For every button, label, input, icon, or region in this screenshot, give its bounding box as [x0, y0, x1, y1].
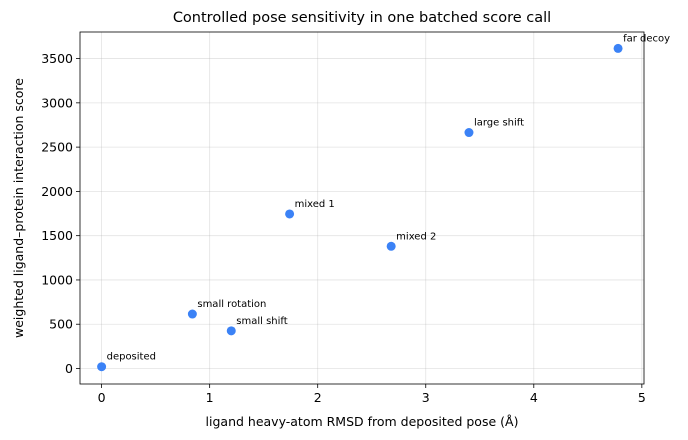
- y-tick-label: 1500: [41, 228, 73, 243]
- data-points: deposited small rotation small shift mixed …: [97, 33, 670, 372]
- axis-ticks: 0 1 2 3 4 5 0 500 1000 1500 2000 2500 3000 3500: [41, 51, 646, 405]
- data-point-label: far decoy: [623, 33, 670, 44]
- grid: [80, 32, 644, 384]
- y-tick-label: 0: [65, 361, 73, 376]
- data-point-label: mixed 2: [396, 231, 436, 242]
- data-point: [613, 43, 623, 53]
- data-point-label: deposited: [107, 352, 156, 363]
- plot-frame: [79, 31, 645, 385]
- data-point-label: large shift: [474, 118, 524, 129]
- data-point: [226, 326, 236, 336]
- data-point-label: mixed 1: [295, 199, 335, 210]
- data-point: [464, 128, 474, 138]
- chart-title: Controlled pose sensitivity in one batch…: [173, 10, 551, 26]
- data-point: [187, 309, 197, 319]
- x-axis-label: ligand heavy-atom RMSD from deposited po…: [206, 414, 519, 429]
- x-tick-label: 3: [422, 390, 430, 405]
- y-tick-label: 3000: [41, 95, 73, 110]
- data-point: [386, 241, 396, 251]
- data-point: [285, 209, 295, 219]
- x-tick-label: 0: [98, 390, 106, 405]
- x-tick-label: 2: [314, 390, 322, 405]
- data-point: [97, 362, 107, 372]
- y-axis-label: weighted ligand–protein interaction scor…: [11, 78, 26, 338]
- y-tick-label: 2000: [41, 184, 73, 199]
- y-tick-label: 500: [49, 317, 73, 332]
- y-tick-label: 1000: [41, 272, 73, 287]
- data-point-label: small shift: [236, 316, 287, 327]
- data-point-label: small rotation: [197, 299, 266, 310]
- x-tick-label: 1: [206, 390, 214, 405]
- y-tick-label: 2500: [41, 140, 73, 155]
- x-tick-label: 5: [638, 390, 646, 405]
- y-tick-label: 3500: [41, 51, 73, 66]
- x-tick-label: 4: [530, 390, 538, 405]
